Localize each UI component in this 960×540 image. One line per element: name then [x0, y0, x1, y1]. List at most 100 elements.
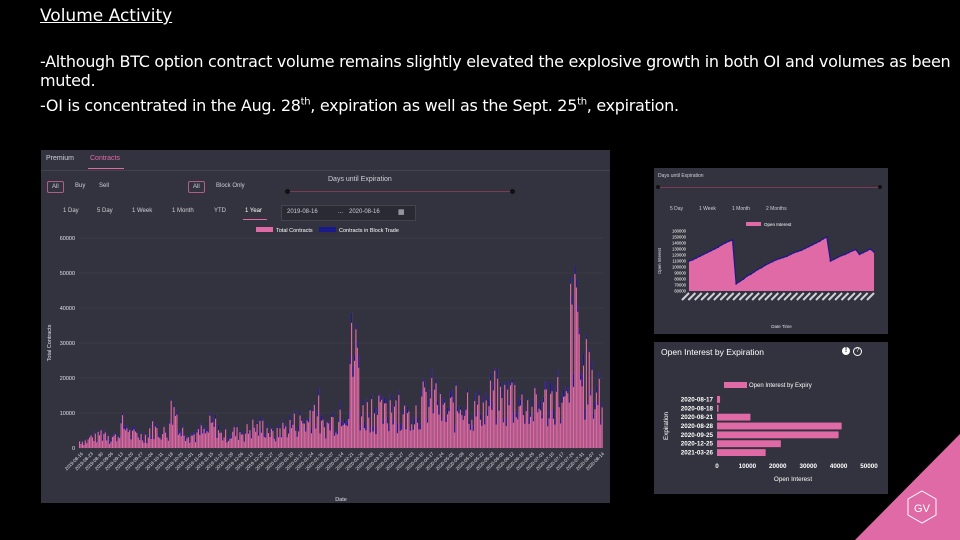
- oi-slider-handle-right[interactable]: [878, 185, 882, 189]
- range-1-day[interactable]: 1 Day: [63, 208, 79, 214]
- oi-point: [796, 250, 799, 253]
- range-5-day[interactable]: 5 Day: [97, 208, 113, 214]
- bar-block: [305, 427, 307, 432]
- bar-total: [515, 409, 517, 448]
- bar-block: [597, 401, 599, 405]
- bar-total: [100, 428, 102, 448]
- filter-block-only[interactable]: Block Only: [216, 183, 245, 189]
- bar-total: [245, 431, 247, 448]
- x-tick-label-mark: [757, 292, 767, 301]
- bar-total: [572, 373, 575, 448]
- bar-total: [358, 355, 360, 448]
- y-tick-label: 120000: [672, 253, 687, 258]
- bar-total: [233, 425, 235, 448]
- active-tab-underline: [88, 168, 124, 169]
- bar-block: [83, 443, 85, 445]
- bar-block: [285, 423, 287, 427]
- oi-range-5-day[interactable]: 5 Day: [670, 206, 684, 212]
- bar-block: [353, 355, 356, 361]
- bar-total: [204, 429, 207, 448]
- bar-block: [246, 422, 248, 425]
- days-slider-track[interactable]: [287, 191, 513, 192]
- bar-total: [425, 389, 427, 448]
- legend-label-expiry: Open Interest by Expiry: [749, 383, 812, 389]
- bar-total: [237, 438, 240, 448]
- bar-total: [246, 422, 248, 448]
- bar-block: [110, 438, 112, 442]
- filter-all-side[interactable]: All: [47, 181, 64, 193]
- category-label: 2020-12-25: [681, 441, 714, 448]
- range-1-month[interactable]: 1 Month: [172, 208, 194, 214]
- bar-block: [432, 409, 434, 414]
- bar-block: [415, 402, 417, 406]
- bar-block: [94, 431, 96, 434]
- expiry-panel-title: Open Interest by Expiration: [661, 347, 765, 357]
- bar-total: [313, 402, 315, 448]
- bar-block: [465, 406, 467, 410]
- bar-total: [580, 372, 582, 448]
- date-to[interactable]: 2020-08-16: [349, 209, 380, 215]
- bar-block: [585, 334, 587, 340]
- bar-total: [455, 382, 457, 448]
- bar-total: [393, 403, 396, 448]
- bar-total: [106, 437, 108, 448]
- bar-block: [194, 438, 197, 443]
- tab-contracts[interactable]: Contracts: [90, 155, 120, 162]
- calendar-icon[interactable]: ▦: [398, 209, 405, 216]
- bar-total: [396, 423, 398, 448]
- range-1-year[interactable]: 1 Year: [245, 208, 263, 214]
- bar-block: [328, 420, 330, 424]
- oi-slider-handle-left[interactable]: [656, 185, 660, 189]
- bar-block: [308, 417, 310, 423]
- bar-total: [452, 396, 454, 448]
- bar-block: [434, 385, 436, 390]
- bar-block: [322, 415, 324, 420]
- oi-days-slider-track[interactable]: [658, 187, 880, 188]
- bar-block: [189, 440, 191, 443]
- oi-range-1-month[interactable]: 1 Month: [732, 206, 751, 212]
- bar-block: [279, 425, 281, 429]
- bar-block: [249, 428, 251, 431]
- bar-total: [290, 422, 293, 448]
- filter-buy[interactable]: Buy: [75, 183, 86, 189]
- bar-total: [505, 417, 507, 448]
- slide-title: Volume Activity: [40, 6, 173, 26]
- range-ytd[interactable]: YTD: [214, 208, 226, 214]
- oi-range-1-week[interactable]: 1 Week: [699, 206, 716, 212]
- bar-total: [152, 419, 154, 448]
- x-tick-label: 10000: [739, 463, 757, 470]
- oi-point: [695, 257, 698, 259]
- bar-total: [137, 435, 139, 448]
- days-slider-handle-left[interactable]: [285, 189, 290, 194]
- bar-total: [253, 425, 255, 448]
- range-1-week[interactable]: 1 Week: [132, 208, 153, 214]
- bar-block: [237, 438, 240, 440]
- bar-total: [156, 424, 158, 448]
- legend-label-block: Contracts in Block Trade: [339, 228, 399, 234]
- oi-point: [778, 257, 781, 260]
- days-slider-handle-right[interactable]: [510, 189, 515, 194]
- tab-premium[interactable]: Premium: [46, 155, 75, 162]
- alert-icon[interactable]: !: [842, 347, 850, 355]
- bar-total: [568, 399, 570, 448]
- filter-sell[interactable]: Sell: [99, 183, 110, 189]
- bar-block: [442, 396, 444, 405]
- filter-all-type[interactable]: All: [188, 181, 205, 193]
- bar-block: [424, 380, 426, 388]
- bar-block: [99, 432, 101, 436]
- bar-total: [285, 423, 287, 448]
- bar-total: [424, 380, 426, 448]
- bar-total: [534, 385, 536, 448]
- bar-total: [382, 419, 384, 448]
- bar-total: [275, 438, 277, 448]
- bar-total: [187, 435, 189, 448]
- oi-range-2-months[interactable]: 2 Months: [766, 206, 787, 212]
- bar-total: [475, 411, 477, 448]
- date-from[interactable]: 2019-08-16: [287, 209, 318, 215]
- help-icon[interactable]: ?: [853, 347, 862, 356]
- bar-block: [206, 427, 208, 432]
- bar-total: [386, 416, 388, 448]
- bar-total: [561, 395, 563, 448]
- bar-total: [558, 403, 560, 448]
- date-range-picker[interactable]: 2019-08-16 ... 2020-08-16 ▦: [281, 205, 416, 221]
